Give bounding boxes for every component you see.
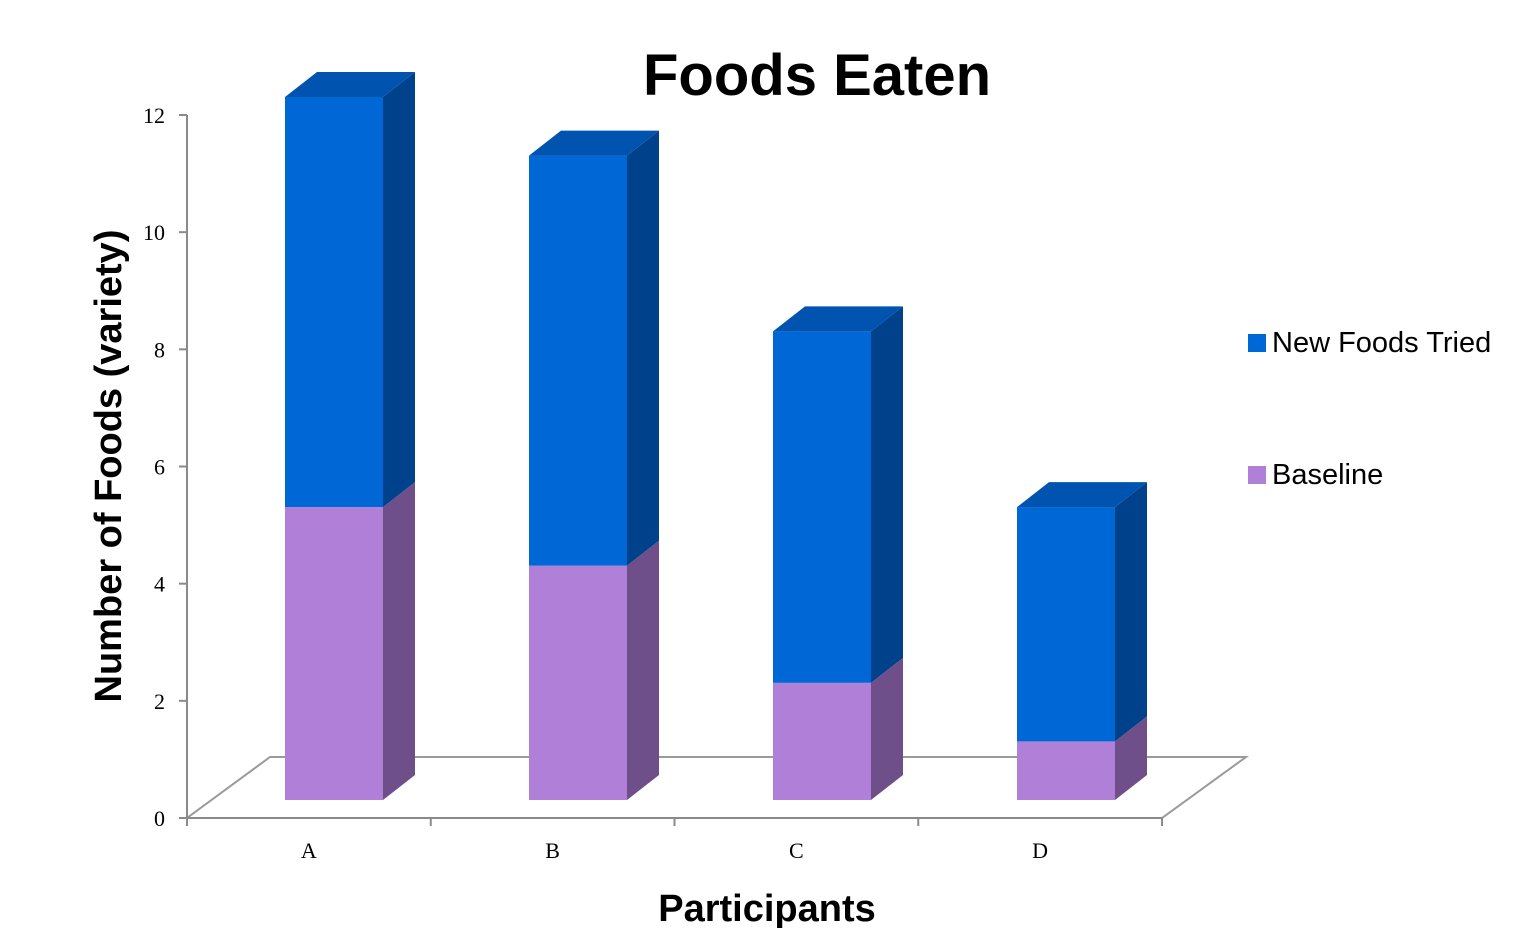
bar-segment [529,565,627,800]
bar-top-face [529,130,659,156]
bar-stack-c [773,306,903,800]
y-tick-label: 8 [154,337,165,362]
y-axis-title: Number of Foods (variety) [88,230,130,703]
bar-segment-side [627,540,659,800]
x-tick-label: B [545,838,560,863]
legend-swatch [1248,334,1266,352]
bar-segment-side [871,306,903,683]
x-tick-label: A [301,838,317,863]
y-tick-label: 6 [154,455,165,480]
legend-item: New Foods Tried [1248,327,1491,359]
bar-segment-side [871,657,903,800]
y-tick-label: 0 [154,806,165,831]
legend-item: Baseline [1248,459,1383,491]
legend: New Foods Tried Baseline [1248,327,1491,491]
bar-segment [1017,741,1115,800]
bar-segment-side [1115,482,1147,742]
bars [285,72,1147,800]
bar-segment [529,155,627,566]
legend-label: Baseline [1272,459,1383,491]
bar-stack-b [529,130,659,800]
legend-label: New Foods Tried [1272,327,1491,359]
bar-segment-side [627,130,659,566]
y-tick-label: 4 [154,572,165,597]
bar-segment-side [1115,716,1147,800]
bar-segment [773,682,871,800]
bar-top-face [773,306,903,332]
axes: 0 2 4 6 8 10 12 A B C D [143,103,1163,863]
bar-stack-a [285,72,415,800]
y-tick-label: 12 [143,103,165,128]
bar-segment [285,507,383,800]
bar-segment-side [383,482,415,800]
bar-segment [285,97,383,508]
x-tick-label: D [1032,838,1048,863]
chart-title: Foods Eaten [643,43,991,108]
x-tick-label: C [789,838,804,863]
y-tick-label: 2 [154,689,165,714]
bar-stack-d [1017,482,1147,800]
legend-swatch [1248,466,1266,484]
bar-top-face [1017,482,1147,508]
bar-segment [1017,507,1115,742]
bar-segment [773,331,871,683]
bar-segment-side [383,72,415,508]
x-axis-title: Participants [658,888,876,928]
y-tick-label: 10 [143,220,165,245]
bar-top-face [285,72,415,97]
